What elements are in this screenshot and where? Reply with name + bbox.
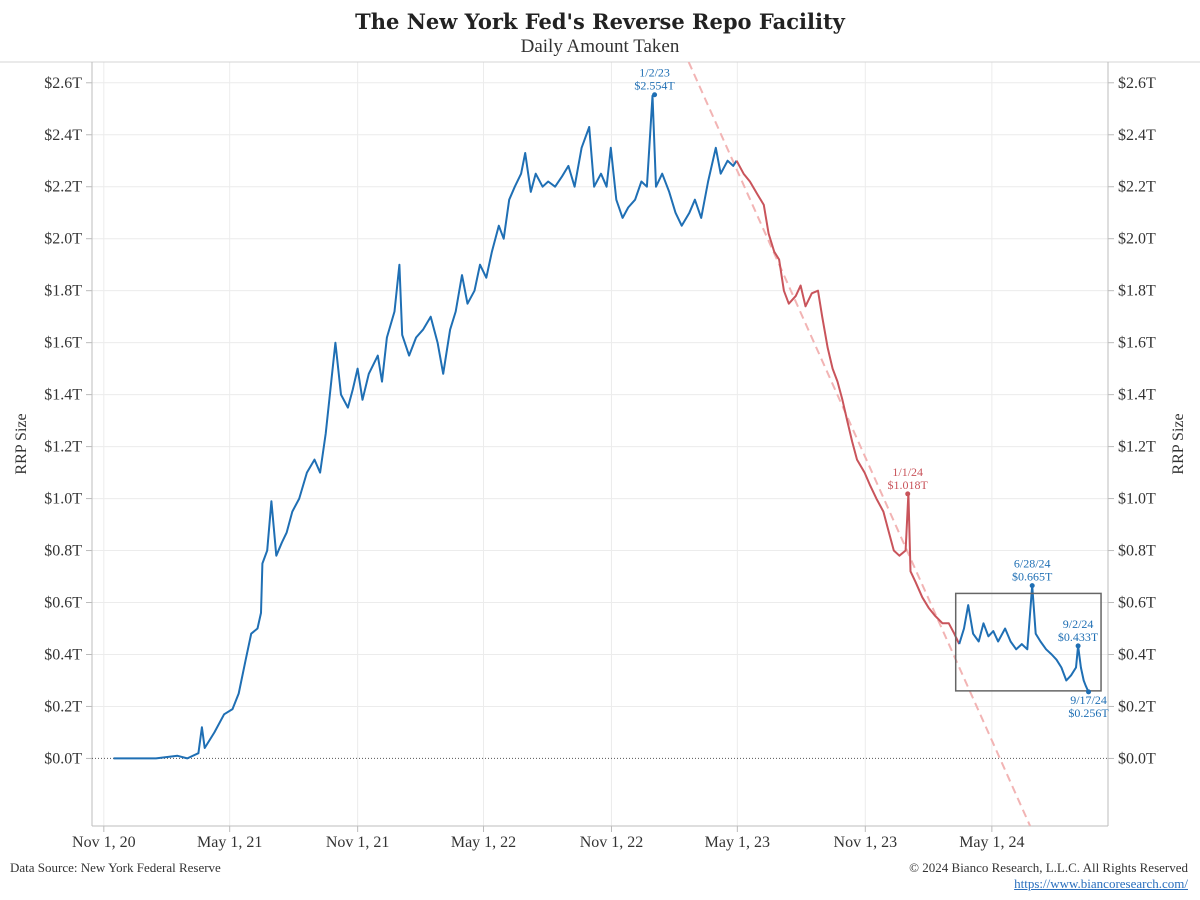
y-tick-label-left: $0.8T — [44, 543, 82, 560]
website-link[interactable]: https://www.biancoresearch.com/ — [1014, 876, 1188, 891]
x-tick-label: May 1, 23 — [705, 834, 770, 851]
y-tick-label-right: $0.0T — [1118, 750, 1156, 767]
y-tick-label-left: $1.2T — [44, 439, 82, 456]
chart-subtitle: Daily Amount Taken — [520, 36, 680, 57]
x-tick-label: Nov 1, 21 — [326, 834, 390, 851]
series-layer — [113, 94, 1090, 760]
annotation-layer: 1/2/23$2.554T 1/1/24$1.018T 6/28/24$0.665T… — [634, 66, 1109, 720]
annotation-date: 1/2/23 — [639, 66, 670, 80]
annotation-value: $0.433T — [1058, 630, 1099, 644]
series-line-2 — [735, 160, 961, 645]
y-tick-label-right: $0.6T — [1118, 595, 1156, 612]
data-source-note: Data Source: New York Federal Reserve — [10, 860, 221, 875]
frame-layer — [0, 61, 1200, 827]
y-tick-label-right: $2.0T — [1118, 231, 1156, 248]
x-tick-label: May 1, 24 — [959, 834, 1024, 851]
y-tick-label-left: $2.0T — [44, 231, 82, 248]
annotation-marker — [1029, 583, 1035, 589]
y-tick-label-left: $2.2T — [44, 179, 82, 196]
y-tick-label-left: $2.6T — [44, 75, 82, 92]
y-tick-label-right: $1.2T — [1118, 439, 1156, 456]
y-tick-label-right: $0.8T — [1118, 543, 1156, 560]
y-tick-label-left: $1.6T — [44, 335, 82, 352]
y-tick-label-right: $1.0T — [1118, 491, 1156, 508]
y-tick-label-right: $1.4T — [1118, 387, 1156, 404]
y-tick-label-left: $1.4T — [44, 387, 82, 404]
y-tick-label-left: $0.0T — [44, 750, 82, 767]
series-line-1 — [113, 94, 738, 760]
copyright-text: © 2024 Bianco Research, L.L.C. All Right… — [909, 860, 1188, 875]
y-tick-label-left: $0.4T — [44, 646, 82, 663]
y-tick-label-right: $1.8T — [1118, 283, 1156, 300]
y-tick-label-right: $0.4T — [1118, 646, 1156, 663]
x-tick-label: May 1, 22 — [451, 834, 516, 851]
trend-line — [687, 62, 1032, 826]
y-tick-label-right: $0.2T — [1118, 698, 1156, 715]
y-tick-label-right: $2.2T — [1118, 179, 1156, 196]
y-tick-label-left: $2.4T — [44, 127, 82, 144]
y-axis-title-left: RRP Size — [13, 413, 30, 474]
highlight-box — [954, 592, 1102, 692]
y-axis-title-right: RRP Size — [1170, 413, 1187, 474]
x-tick-label: May 1, 21 — [197, 834, 262, 851]
y-tick-label-right: $1.6T — [1118, 335, 1156, 352]
tick-layer: $0.0T $0.0T $0.2T $0.2T $0.4T $0.4T $0.6T $0.6T… — [44, 75, 1156, 851]
annotation-date: 9/2/24 — [1063, 617, 1094, 631]
annotation-marker — [652, 92, 658, 98]
annotation-marker — [1086, 689, 1092, 695]
copyright-block: © 2024 Bianco Research, L.L.C. All Right… — [909, 860, 1188, 892]
annotation-value: $2.554T — [634, 79, 675, 93]
y-tick-label-right: $2.6T — [1118, 75, 1156, 92]
x-tick-label: Nov 1, 23 — [834, 834, 898, 851]
annotation-value: $1.018T — [888, 478, 929, 492]
y-tick-label-right: $2.4T — [1118, 127, 1156, 144]
y-tick-label-left: $1.8T — [44, 283, 82, 300]
annotation-date: 6/28/24 — [1014, 557, 1051, 571]
annotation-marker — [905, 491, 911, 497]
annotation-value: $0.256T — [1068, 706, 1109, 720]
x-tick-label: Nov 1, 22 — [580, 834, 644, 851]
annotation-value: $0.665T — [1012, 570, 1053, 584]
chart-title: The New York Fed's Reverse Repo Facility — [355, 9, 845, 34]
y-tick-label-left: $1.0T — [44, 491, 82, 508]
trend-layer — [687, 62, 1032, 826]
annotation-date: 1/1/24 — [892, 465, 923, 479]
y-tick-label-left: $0.6T — [44, 595, 82, 612]
y-tick-label-left: $0.2T — [44, 698, 82, 715]
annotation-marker — [1075, 643, 1081, 649]
x-tick-label: Nov 1, 20 — [72, 834, 136, 851]
annotation-date: 9/17/24 — [1070, 693, 1107, 707]
